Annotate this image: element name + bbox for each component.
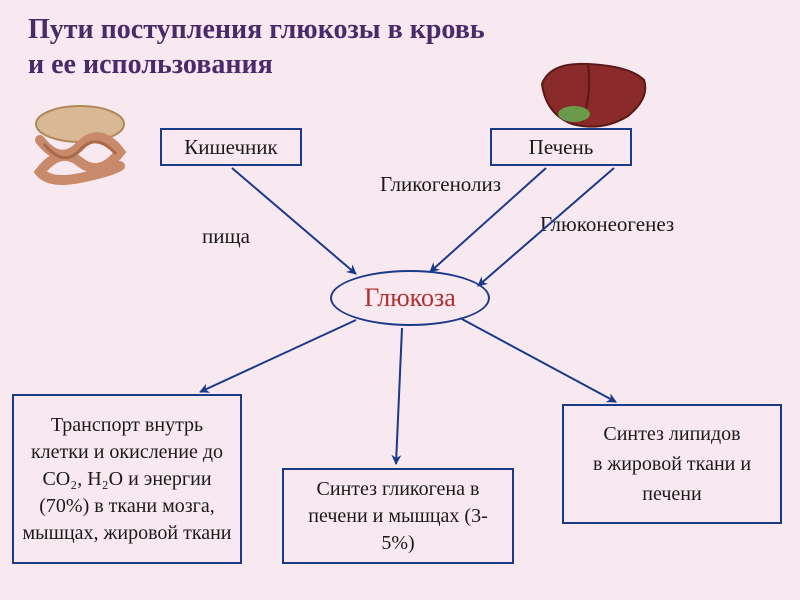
arrow — [232, 168, 356, 274]
node-glycogen-synthesis: Синтез гликогена в печени и мышцах (3-5%… — [282, 468, 514, 564]
node-liver: Печень — [490, 128, 632, 166]
node-glucose: Глюкоза — [330, 270, 490, 326]
node-intestine-label: Кишечник — [184, 135, 277, 160]
intestine-image — [20, 96, 140, 186]
node-transport-label: Транспорт внутрь клетки и окисление до С… — [22, 412, 232, 547]
arrow — [460, 318, 616, 402]
node-glycogen-label: Синтез гликогена в печени и мышцах (3-5%… — [292, 476, 504, 557]
label-gluconeogenesis: Глюконеогенез — [540, 212, 674, 237]
label-glycogenolysis: Гликогенолиз — [380, 172, 501, 197]
arrow — [200, 320, 356, 392]
diagram-title: Пути поступления глюкозы в кровьи ее исп… — [28, 12, 728, 82]
node-lipid-synthesis: Синтез липидовв жировой ткани и печени — [562, 404, 782, 524]
node-lipid-label: Синтез липидовв жировой ткани и печени — [572, 419, 772, 509]
node-liver-label: Печень — [529, 135, 594, 160]
node-transport: Транспорт внутрь клетки и окисление до С… — [12, 394, 242, 564]
node-glucose-label: Глюкоза — [364, 283, 456, 313]
node-intestine: Кишечник — [160, 128, 302, 166]
label-food: пища — [202, 224, 250, 249]
arrow — [396, 328, 402, 464]
